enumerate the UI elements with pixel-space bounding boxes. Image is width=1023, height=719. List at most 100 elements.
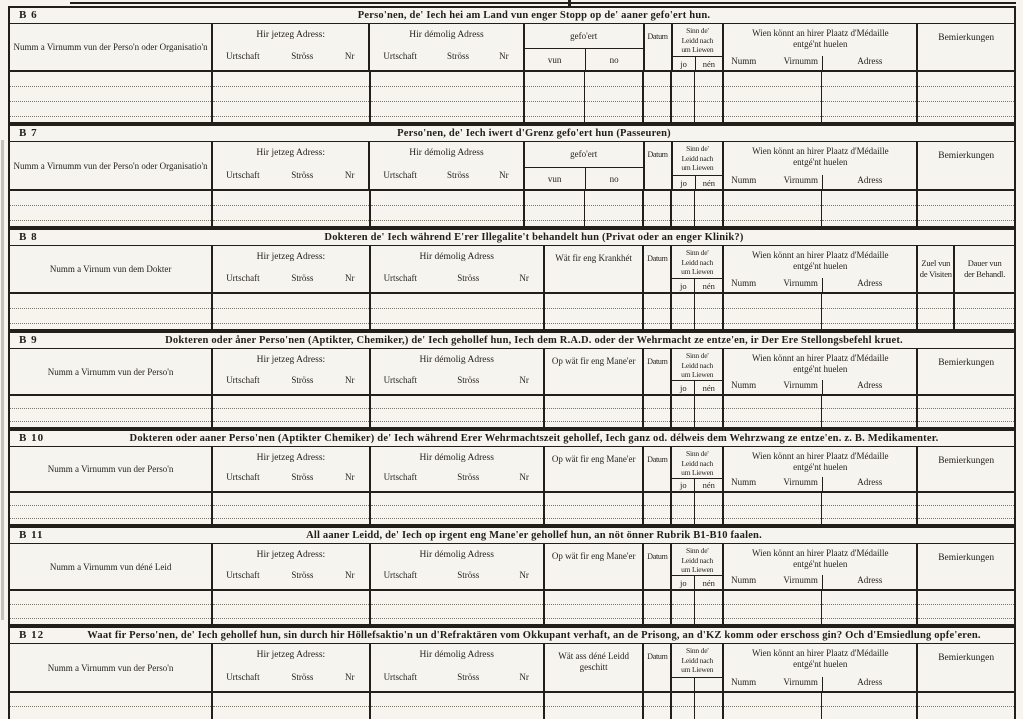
entry-alive-split (672, 591, 723, 624)
visit-count-line2: de Visiten (919, 269, 952, 279)
col-header-still-alive: Sinn de' Leidd nach um Liewen jo nén (672, 24, 725, 70)
col-header-name: Numm a Virnumm vun der Perso'n oder Orga… (10, 142, 214, 189)
col-header-remarks: Bemierkungen (918, 544, 1014, 589)
entry-line (644, 707, 670, 719)
entry-line (724, 396, 822, 409)
middle-col-label: Op wät fir eng Mane'er (545, 349, 643, 367)
section-title: Perso'nen, de' Iech hei am Land vun enge… (357, 10, 711, 21)
entry-line (672, 493, 695, 506)
treatment-duration-line1: Dauer vun (967, 258, 1002, 268)
subheader-nen: nén (702, 479, 715, 490)
section-title-row: B 11 All aaner Leidd, de' Iech op irgent… (10, 528, 1014, 544)
entry-line (544, 591, 643, 605)
medal-recipient-label: Wien könnt an hirer Plaatz d'Médaille en… (724, 349, 916, 375)
still-alive-label: Sinn de' Leidd nach um Liewen (672, 644, 722, 675)
entry-line (544, 493, 643, 506)
col-header-middle: Wät fir eng Krankhét (545, 246, 645, 292)
entry-line (822, 506, 917, 519)
entry-medal-split (724, 396, 917, 427)
subheader-adress: Adress (822, 380, 916, 394)
subheader-stross: Ströss (291, 170, 314, 180)
current-address-label: Hir jetzeg Adress: (256, 453, 326, 463)
still-alive-subheaders: jo nén (672, 278, 723, 292)
entry-sub-nen (695, 191, 723, 226)
entry-col-current-address (213, 396, 371, 427)
subheader-stross: Ströss (457, 672, 480, 682)
former-address-subheaders: Urtschaft Ströss Nr (371, 570, 543, 580)
entry-line (918, 87, 1014, 102)
section-header-row: Numm a Virnumm vun déné Leid Hir jetzeg … (10, 544, 1014, 591)
subheader-nen: nén (702, 382, 715, 393)
entry-line (724, 102, 822, 117)
section-title: Dokteren oder åner Perso'nen (Aptikter, … (165, 335, 903, 346)
entry-col-former-address (370, 396, 545, 427)
entry-line (695, 506, 723, 519)
section-title-row: B 10 Dokteren oder aaner Perso'nen (Apti… (10, 431, 1014, 447)
entry-col-date (644, 294, 673, 329)
medal-label-line2: entgé'nt huelen (793, 39, 848, 49)
entry-line (213, 72, 369, 87)
entry-line (695, 294, 723, 309)
col-header-middle: Wät ass déné Leidd geschitt (545, 644, 645, 691)
still-alive-line2: Leidd nach (681, 35, 714, 45)
subheader-nr: Nr (519, 472, 529, 482)
date-label: Datum (647, 552, 668, 561)
entry-col-medal-recipient (724, 591, 919, 624)
entry-sub-nen (695, 72, 723, 122)
middle-col-label-line2: geschitt (579, 662, 608, 672)
entry-sub-jo (672, 294, 696, 329)
date-label: Datum (647, 652, 668, 661)
subheader-numm: Numm (731, 380, 757, 390)
col-header-name: Numm a Virnumm vun der Perso'n (10, 447, 214, 491)
middle-col-label-line1: Wät ass déné Leidd (558, 651, 630, 661)
entry-line (672, 693, 695, 707)
entry-line (213, 206, 369, 221)
col-header-medal-recipient: Wien könnt an hirer Plaatz d'Médaille en… (724, 142, 919, 189)
entry-col-date (644, 693, 673, 719)
treatment-duration-line2: der Behandl. (964, 269, 1006, 279)
still-alive-line2: Leidd nach (681, 555, 714, 565)
middle-col-label-line1: Wät fir eng Krankhét (555, 253, 633, 263)
col-header-date: Datum (645, 24, 673, 70)
section-header-row: Numm a Virnum vun dem Dokter Hir jetzeg … (10, 246, 1014, 294)
section-title: Waat fir Perso'nen, de' Iech gehollef hu… (87, 630, 981, 641)
entry-col-treatment-duration (955, 294, 1014, 329)
subheader-numm: Numm (731, 278, 757, 288)
entry-line (213, 309, 369, 324)
entry-medal-split (724, 191, 917, 226)
subheader-stross: Ströss (291, 273, 314, 283)
current-address-subheaders: Urtschaft Ströss Nr (213, 375, 368, 385)
medal-recipient-label: Wien könnt an hirer Plaatz d'Médaille en… (724, 644, 916, 670)
col-header-still-alive: Sinn de' Leidd nach um Liewen (672, 644, 725, 691)
entry-line (822, 707, 916, 719)
medal-label-line1: Wien könnt an hirer Plaatz d'Médaille (752, 250, 889, 260)
current-address-label: Hir jetzeg Adress: (256, 550, 326, 560)
col-header-former-address: Hir démolig Adress Urtschaft Ströss Nr (371, 447, 545, 491)
entry-line (822, 396, 917, 409)
subheader-urtschaft: Urtschaft (226, 273, 260, 283)
entry-line (672, 72, 695, 87)
col-header-remarks: Bemierkungen (918, 349, 1014, 394)
col-header-remarks: Bemierkungen (918, 644, 1014, 691)
subheader-stross: Ströss (457, 472, 480, 482)
still-alive-line1: Sinn de' (686, 248, 709, 257)
entry-line (10, 707, 211, 719)
former-address-label: Hir démolig Adress (419, 550, 494, 560)
col-header-name: Numm a Virnum vun dem Dokter (10, 246, 214, 292)
col-header-name-label: Numm a Virnumm vun der Perso'n oder Orga… (13, 42, 208, 52)
col-header-date: Datum (644, 447, 673, 491)
former-address-label: Hir démolig Adress (419, 453, 494, 463)
entry-line (545, 707, 643, 719)
subheader-stross: Ströss (457, 570, 480, 580)
entry-line (370, 309, 543, 324)
medal-label-line2: entgé'nt huelen (793, 659, 848, 669)
subheader-urtschaft: Urtschaft (383, 472, 418, 482)
entry-line (724, 72, 822, 87)
subheader-virnumm: Virnumm (783, 278, 818, 288)
entry-col-still-alive (672, 72, 725, 122)
section-title: Perso'nen, de' Iech iwert d'Grenz gefo'e… (397, 128, 671, 139)
col-header-medal-recipient: Wien könnt an hirer Plaatz d'Médaille en… (724, 544, 919, 589)
subheader-nen: nén (702, 177, 716, 188)
current-address-label: Hir jetzeg Adress: (256, 650, 326, 660)
entry-line (213, 87, 369, 102)
